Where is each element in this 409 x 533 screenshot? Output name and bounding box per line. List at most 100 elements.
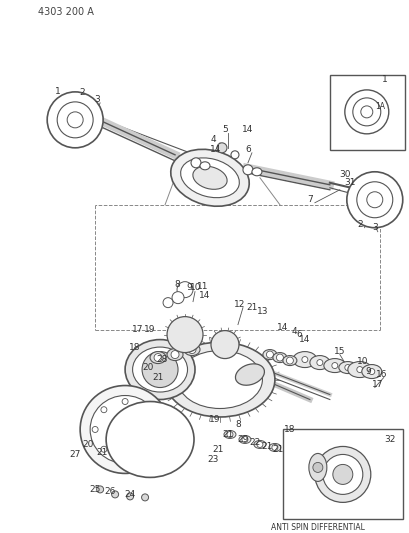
Text: 14: 14 xyxy=(199,291,210,300)
Circle shape xyxy=(47,92,103,148)
Circle shape xyxy=(276,354,283,361)
Circle shape xyxy=(163,297,173,308)
Text: 12: 12 xyxy=(234,300,245,309)
Text: 16: 16 xyxy=(375,370,387,379)
Text: 21: 21 xyxy=(96,448,108,457)
Text: 4303 200 A: 4303 200 A xyxy=(38,7,94,17)
Text: 6: 6 xyxy=(245,146,250,155)
Text: 1A: 1A xyxy=(374,102,384,111)
Ellipse shape xyxy=(165,342,274,417)
Ellipse shape xyxy=(272,352,286,362)
Ellipse shape xyxy=(170,149,249,206)
Text: 17: 17 xyxy=(371,380,382,389)
Circle shape xyxy=(331,362,337,368)
Ellipse shape xyxy=(347,361,371,377)
Circle shape xyxy=(356,367,362,373)
Text: 14: 14 xyxy=(242,125,253,134)
Text: 27: 27 xyxy=(69,450,81,459)
Circle shape xyxy=(360,106,372,118)
Circle shape xyxy=(143,446,149,452)
Ellipse shape xyxy=(184,344,200,356)
Circle shape xyxy=(344,365,350,370)
Ellipse shape xyxy=(192,166,227,189)
Text: 31: 31 xyxy=(343,178,355,187)
Circle shape xyxy=(243,165,252,175)
Text: 23: 23 xyxy=(207,455,218,464)
Ellipse shape xyxy=(309,356,329,369)
Text: 21: 21 xyxy=(222,430,233,439)
Ellipse shape xyxy=(251,168,261,176)
Ellipse shape xyxy=(253,440,265,448)
Text: 6: 6 xyxy=(295,330,301,339)
Circle shape xyxy=(256,441,262,448)
Text: 1: 1 xyxy=(381,75,387,84)
Circle shape xyxy=(332,464,352,484)
Text: 10: 10 xyxy=(190,283,201,292)
Text: 4: 4 xyxy=(290,327,296,336)
Ellipse shape xyxy=(90,395,160,463)
Text: 25: 25 xyxy=(89,485,101,494)
Text: 8: 8 xyxy=(234,420,240,429)
Circle shape xyxy=(211,330,238,359)
Ellipse shape xyxy=(180,158,239,198)
Text: 20: 20 xyxy=(142,363,153,372)
Circle shape xyxy=(171,351,179,359)
Text: 3: 3 xyxy=(371,223,377,232)
Text: 20: 20 xyxy=(82,440,94,449)
Ellipse shape xyxy=(177,351,262,408)
Circle shape xyxy=(166,317,202,352)
Circle shape xyxy=(266,351,273,358)
Text: 3: 3 xyxy=(94,95,100,104)
Ellipse shape xyxy=(268,443,280,451)
Text: 29: 29 xyxy=(237,435,248,444)
Text: 18: 18 xyxy=(129,343,141,352)
Text: 11: 11 xyxy=(197,282,208,291)
Circle shape xyxy=(316,360,322,366)
Bar xyxy=(282,430,402,519)
Ellipse shape xyxy=(150,352,166,364)
Text: 26: 26 xyxy=(104,487,115,496)
Circle shape xyxy=(126,493,133,500)
Text: 4: 4 xyxy=(210,135,215,144)
Text: ANTI SPIN DIFFERENTIAL: ANTI SPIN DIFFERENTIAL xyxy=(270,523,364,532)
Text: 19: 19 xyxy=(209,415,220,424)
Text: 18: 18 xyxy=(283,425,295,434)
Text: 1: 1 xyxy=(55,87,61,96)
Circle shape xyxy=(101,407,107,413)
Ellipse shape xyxy=(166,349,182,360)
Circle shape xyxy=(227,432,232,438)
Text: 21: 21 xyxy=(272,445,283,454)
Ellipse shape xyxy=(292,352,316,368)
Circle shape xyxy=(141,494,148,501)
Circle shape xyxy=(366,192,382,208)
Circle shape xyxy=(172,292,184,304)
Circle shape xyxy=(177,281,193,297)
Text: 2: 2 xyxy=(356,220,362,229)
Circle shape xyxy=(57,102,93,138)
Circle shape xyxy=(312,463,322,472)
Circle shape xyxy=(352,98,380,126)
Circle shape xyxy=(143,407,149,413)
Ellipse shape xyxy=(361,365,381,378)
Text: 8: 8 xyxy=(174,280,180,289)
Circle shape xyxy=(241,437,247,442)
Circle shape xyxy=(314,447,370,503)
Ellipse shape xyxy=(238,435,250,443)
Text: 21: 21 xyxy=(246,303,257,312)
Ellipse shape xyxy=(80,385,170,473)
Text: 21: 21 xyxy=(261,442,272,451)
Circle shape xyxy=(344,90,388,134)
Circle shape xyxy=(216,143,227,153)
Ellipse shape xyxy=(200,162,209,170)
Text: 7: 7 xyxy=(306,195,312,204)
Circle shape xyxy=(322,455,362,495)
Circle shape xyxy=(301,357,307,362)
Text: 17: 17 xyxy=(132,325,144,334)
Circle shape xyxy=(152,426,158,432)
Circle shape xyxy=(67,112,83,128)
Ellipse shape xyxy=(323,359,345,373)
Text: 5: 5 xyxy=(222,125,227,134)
Text: 22: 22 xyxy=(249,438,260,447)
Circle shape xyxy=(154,353,162,361)
Circle shape xyxy=(142,352,178,387)
